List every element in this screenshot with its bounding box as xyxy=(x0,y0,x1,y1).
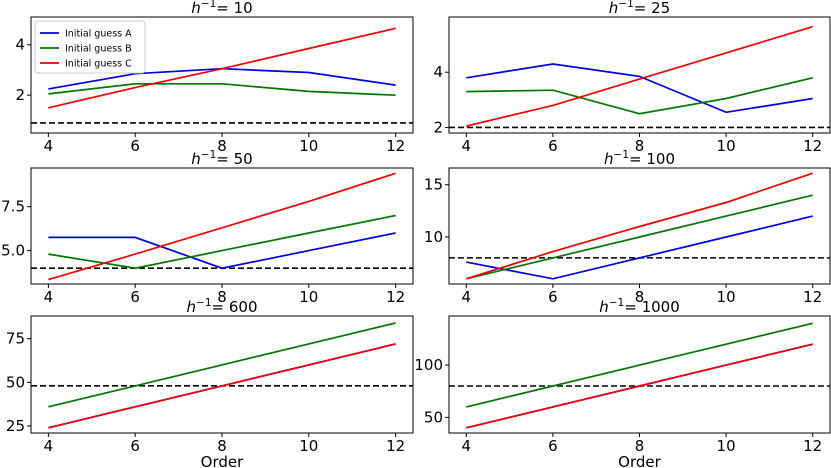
x-tick-label: 6 xyxy=(548,288,558,306)
subplot-title: h−1= 50 xyxy=(191,149,252,168)
x-axis-label: Order xyxy=(618,453,661,468)
x-tick-label: 6 xyxy=(548,437,558,455)
subplot-title: h−1= 1000 xyxy=(599,297,680,316)
x-tick-label: 12 xyxy=(803,437,822,455)
series-line-b xyxy=(48,322,396,408)
x-tick-label: 4 xyxy=(44,288,54,306)
subplot-2: h−1= 25 4 6 8 10 12 2 4 xyxy=(433,0,831,155)
series-line-c xyxy=(466,343,813,429)
subplot-6: h−1= 1000 4 6 8 10 12 50 100 Order xyxy=(414,297,831,468)
y-tick-label: 10 xyxy=(424,228,443,246)
x-tick-label: 10 xyxy=(299,137,318,155)
y-tick-label: 50 xyxy=(6,373,25,391)
series-line-b xyxy=(466,194,813,280)
subplot-title: h−1= 25 xyxy=(609,0,670,17)
y-tick-label: 2 xyxy=(433,118,443,136)
y-tick-label: 15 xyxy=(424,176,443,194)
x-tick-label: 10 xyxy=(717,288,736,306)
x-tick-label: 6 xyxy=(130,137,140,155)
x-tick-label: 8 xyxy=(217,437,227,455)
x-tick-label: 4 xyxy=(462,437,472,455)
series-line-a xyxy=(466,215,813,280)
series-line-a xyxy=(48,232,396,270)
x-tick-label: 6 xyxy=(548,137,558,155)
legend-label-c: Initial guess C xyxy=(65,59,132,70)
x-tick-label: 10 xyxy=(717,437,736,455)
y-tick-label: 2 xyxy=(15,86,25,104)
y-tick-label: 100 xyxy=(414,356,443,374)
x-tick-label: 8 xyxy=(635,137,645,155)
x-tick-label: 10 xyxy=(299,437,318,455)
legend-label-b: Initial guess B xyxy=(65,44,132,55)
axes-frame xyxy=(448,16,831,134)
x-tick-label: 4 xyxy=(462,137,472,155)
x-tick-label: 12 xyxy=(386,137,405,155)
y-tick-label: 25 xyxy=(6,417,25,435)
x-tick-label: 6 xyxy=(130,288,140,306)
series-line-c xyxy=(48,27,396,109)
series-line-b xyxy=(466,76,813,115)
y-tick-label: 4 xyxy=(433,63,443,81)
subplot-title: h−1= 600 xyxy=(187,297,258,316)
series-line-c xyxy=(466,25,813,127)
y-tick-label: 7.5 xyxy=(1,198,25,216)
x-tick-label: 4 xyxy=(44,137,54,155)
series-line-c xyxy=(48,343,396,429)
y-tick-label: 50 xyxy=(424,408,443,426)
x-tick-label: 12 xyxy=(803,288,822,306)
subplot-4: h−1= 100 4 6 8 10 12 10 15 xyxy=(424,149,831,306)
series-line-a xyxy=(466,63,813,114)
x-tick-label: 8 xyxy=(635,288,645,306)
y-tick-label: 5.0 xyxy=(1,242,25,260)
legend-label-a: Initial guess A xyxy=(65,29,132,40)
x-tick-label: 12 xyxy=(386,437,405,455)
legend-box xyxy=(34,20,146,74)
subplot-title: h−1= 100 xyxy=(604,149,675,168)
subplot-3: h−1= 50 4 6 8 10 12 5.0 7.5 xyxy=(1,149,414,306)
series-line-c xyxy=(466,172,813,280)
x-tick-label: 12 xyxy=(803,137,822,155)
series-line-b xyxy=(466,322,813,408)
subplot-title: h−1= 10 xyxy=(191,0,252,17)
series-line-b xyxy=(48,82,396,97)
legend: Initial guess A Initial guess B Initial gu… xyxy=(34,20,146,74)
x-tick-label: 8 xyxy=(635,437,645,455)
x-tick-label: 12 xyxy=(386,288,405,306)
x-tick-label: 10 xyxy=(299,288,318,306)
x-tick-label: 8 xyxy=(217,288,227,306)
axes-frame xyxy=(30,315,414,434)
y-tick-label: 75 xyxy=(6,330,25,348)
x-axis-label: Order xyxy=(201,453,244,468)
x-tick-label: 8 xyxy=(217,137,227,155)
x-tick-label: 4 xyxy=(462,288,472,306)
series-line-b xyxy=(48,214,396,270)
y-tick-label: 4 xyxy=(15,36,25,54)
x-tick-label: 4 xyxy=(44,437,54,455)
x-tick-label: 6 xyxy=(130,437,140,455)
subplot-5: h−1= 600 4 6 8 10 12 25 50 75 Order xyxy=(6,297,414,468)
series-line-c xyxy=(48,172,396,281)
x-tick-label: 10 xyxy=(717,137,736,155)
